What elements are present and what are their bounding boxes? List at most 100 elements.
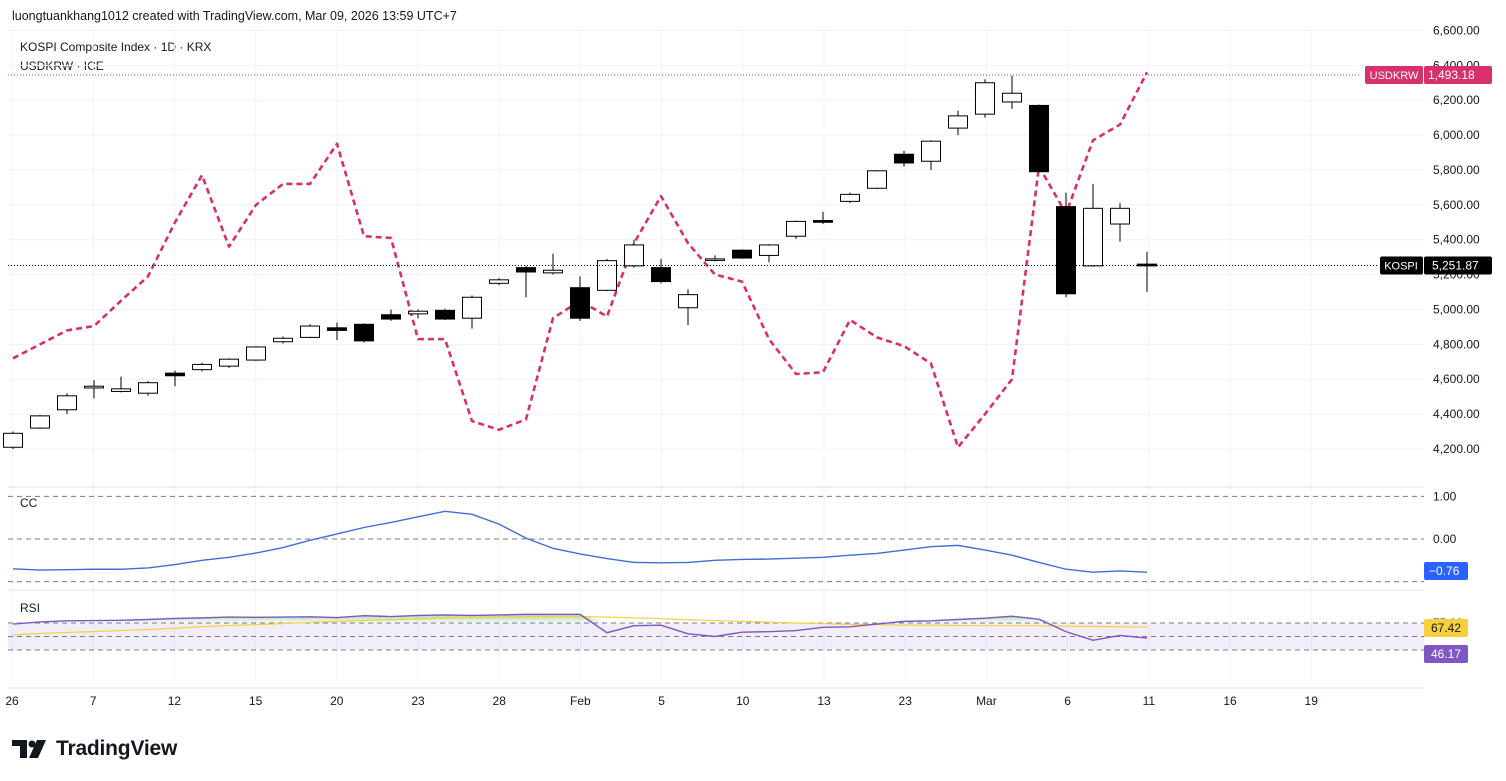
chart-attribution: luongtuankhang1012 created with TradingV… [12, 9, 457, 23]
candle-body [840, 193, 860, 202]
candle[interactable] [975, 79, 995, 118]
candle-body [867, 170, 887, 189]
candle[interactable] [408, 309, 428, 319]
candle[interactable] [678, 289, 698, 326]
candle-body [813, 220, 833, 223]
candle-body [1029, 104, 1049, 173]
candle[interactable] [894, 150, 914, 167]
time-tick-label: Mar [976, 694, 997, 708]
candle[interactable] [219, 358, 239, 368]
candle[interactable] [84, 380, 104, 399]
cc-tick-label: 1.00 [1433, 489, 1457, 503]
candle[interactable] [543, 253, 563, 275]
candle[interactable] [57, 393, 77, 415]
candle[interactable] [624, 239, 644, 268]
candle-body [732, 249, 752, 259]
candle[interactable] [759, 244, 779, 263]
candle-body [111, 388, 131, 392]
candle-body [30, 415, 50, 429]
candle[interactable] [111, 376, 131, 393]
candle[interactable] [3, 431, 23, 449]
candle[interactable] [705, 255, 725, 262]
candle-body [1002, 92, 1022, 103]
usdkrw-legend[interactable]: USDKRW · ICE [20, 59, 104, 73]
candle[interactable] [786, 220, 806, 239]
candle[interactable] [381, 309, 401, 321]
candle-body [462, 296, 482, 319]
price-scale-bg [1424, 28, 1506, 718]
candle[interactable] [273, 336, 293, 344]
rsi-ma-line[interactable] [12, 615, 1148, 636]
candle[interactable] [921, 140, 941, 170]
candle[interactable] [138, 380, 158, 396]
candle[interactable] [948, 110, 968, 136]
rsi-ma-value-label-bg [1424, 619, 1468, 637]
candle[interactable] [732, 249, 752, 259]
candle[interactable] [354, 323, 374, 343]
price-tick-label: 5,400.00 [1433, 233, 1480, 247]
candle-body [408, 310, 428, 315]
candle[interactable] [516, 265, 536, 298]
candle-body [705, 258, 725, 261]
candle-body [381, 314, 401, 320]
candle[interactable] [246, 346, 266, 361]
candle[interactable] [435, 308, 455, 320]
candle-body [1137, 263, 1157, 267]
candle[interactable] [327, 322, 347, 340]
usdkrw-tag-bg [1365, 66, 1423, 84]
candle[interactable] [1110, 203, 1130, 242]
candle-body [894, 153, 914, 164]
candle[interactable] [489, 278, 509, 286]
rsi-value-label: 46.17 [1431, 647, 1461, 661]
candle[interactable] [570, 276, 590, 321]
candle[interactable] [165, 370, 185, 387]
candle[interactable] [1002, 75, 1022, 109]
candle[interactable] [651, 258, 671, 284]
price-tick-label: 6,600.00 [1433, 23, 1480, 37]
candle-body [489, 279, 509, 284]
candle[interactable] [813, 211, 833, 225]
candle-body [516, 267, 536, 273]
candle[interactable] [1083, 183, 1103, 267]
cc-line[interactable] [12, 510, 1148, 573]
time-tick-label: 15 [249, 694, 263, 708]
candle-body [570, 287, 590, 319]
candle[interactable] [1137, 251, 1157, 293]
candle[interactable] [1029, 104, 1049, 173]
tradingview-logo[interactable]: TradingView [12, 737, 177, 761]
kospi-price-label-bg [1424, 256, 1492, 275]
candle[interactable] [300, 324, 320, 339]
candle-body [1110, 207, 1130, 225]
candle[interactable] [1056, 192, 1076, 298]
kospi-legend[interactable]: KOSPI Composite Index · 1D · KRX [20, 40, 212, 54]
time-tick-label: 16 [1223, 694, 1237, 708]
time-tick-label: 11 [1143, 694, 1156, 708]
candle-body [921, 140, 941, 162]
time-tick-label: 12 [168, 694, 182, 708]
candle[interactable] [840, 192, 860, 204]
time-tick-label: 6 [1064, 694, 1071, 708]
time-tick-label: 19 [1305, 694, 1319, 708]
cc-pane-label[interactable]: CC [20, 496, 38, 510]
candle[interactable] [30, 414, 50, 429]
time-tick-label: 20 [330, 694, 344, 708]
price-tick-label: 6,200.00 [1433, 93, 1480, 107]
candle-body [435, 309, 455, 320]
candle-body [354, 323, 374, 342]
time-tick-label: 28 [493, 694, 507, 708]
candle-body [138, 382, 158, 394]
rsi-pane-label[interactable]: RSI [20, 601, 41, 615]
rsi-line[interactable] [12, 613, 1148, 641]
price-tick-label: 5,800.00 [1433, 163, 1480, 177]
candle-body [975, 82, 995, 115]
kospi-tag-bg [1380, 256, 1423, 275]
candle-body [543, 269, 563, 274]
time-tick-label: 23 [899, 694, 913, 708]
rsi-overbought-fill [13, 614, 1147, 623]
candle[interactable] [462, 295, 482, 329]
candle[interactable] [192, 362, 212, 372]
candle[interactable] [597, 258, 617, 292]
time-tick-label: 13 [817, 694, 831, 708]
candle[interactable] [867, 169, 887, 190]
